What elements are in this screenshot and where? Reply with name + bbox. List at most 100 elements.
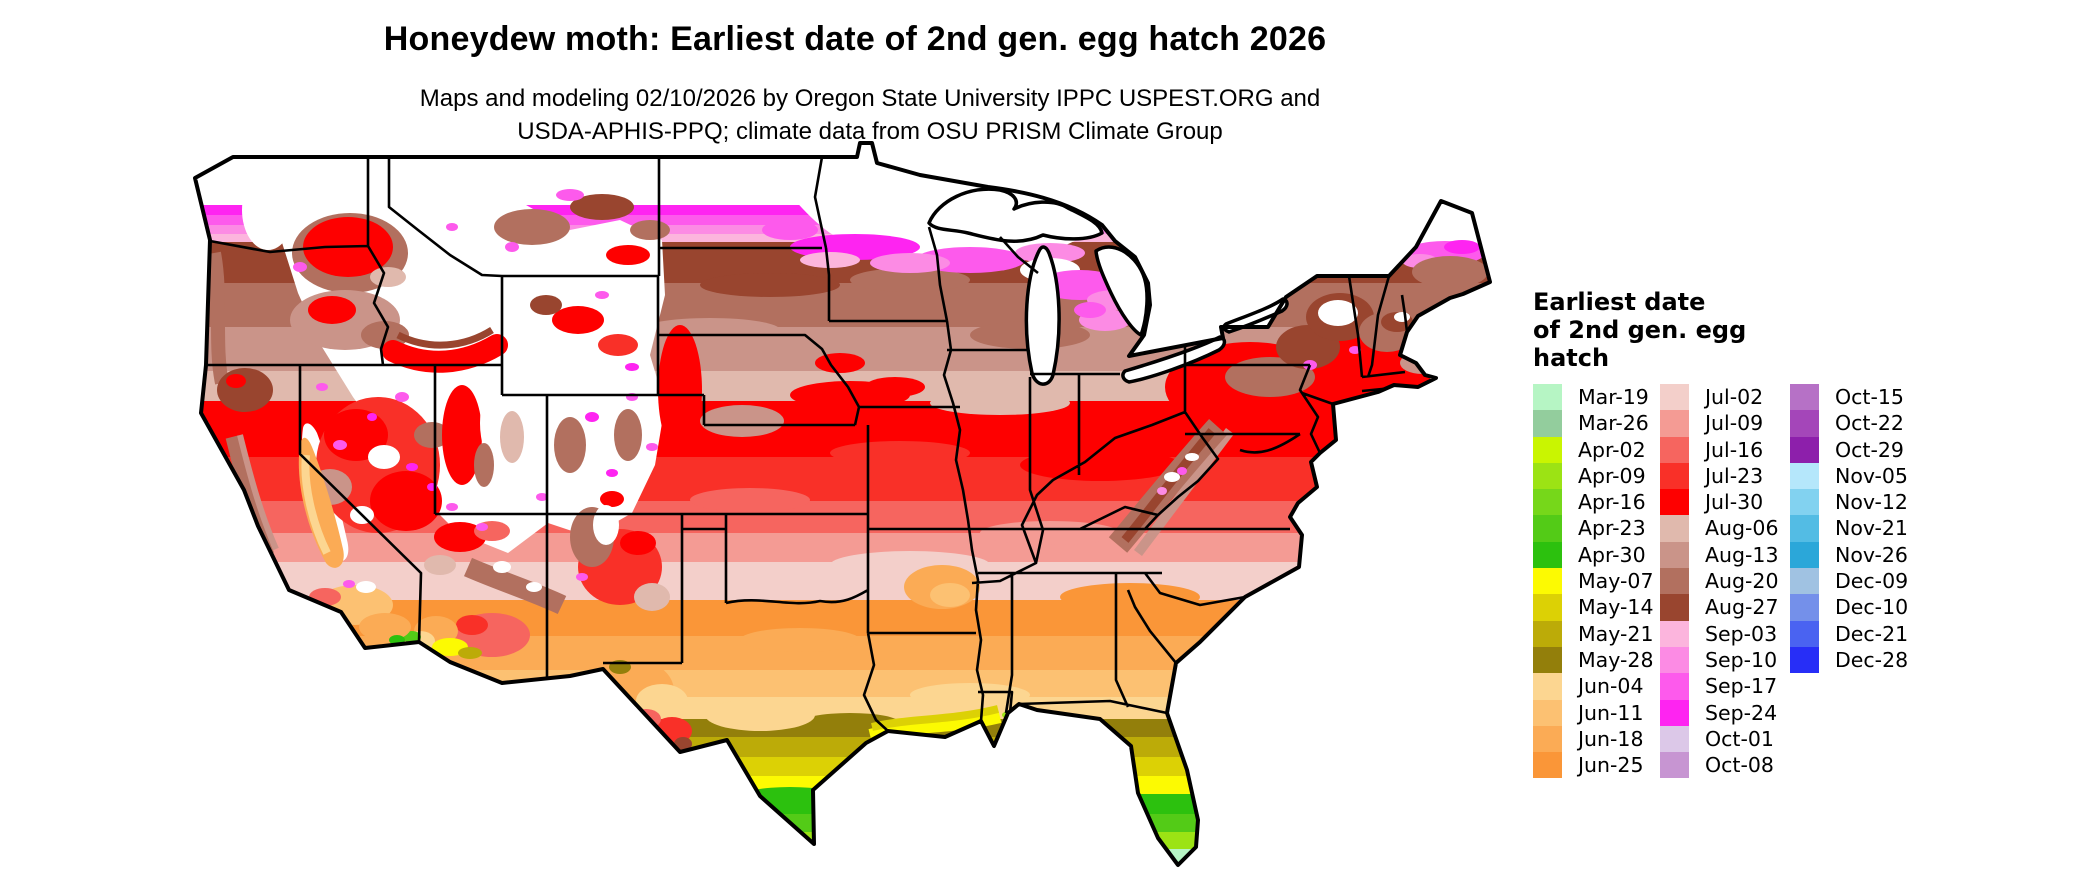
legend-item-sep-03: Sep-03 xyxy=(1660,620,1790,647)
us-phenology-map xyxy=(150,135,1520,892)
legend-date-label: Aug-27 xyxy=(1705,595,1779,620)
legend-color-swatch xyxy=(1533,699,1562,726)
legend-date-label: May-21 xyxy=(1578,621,1654,646)
legend-date-label: Dec-28 xyxy=(1835,647,1909,672)
legend-date-label: Jun-18 xyxy=(1578,726,1644,751)
legend-item-jul-23: Jul-23 xyxy=(1660,462,1790,490)
legend-color-swatch xyxy=(1790,462,1819,490)
legend-color-swatch xyxy=(1790,646,1819,674)
legend-color-swatch xyxy=(1533,725,1562,753)
lake-erie xyxy=(1121,335,1227,384)
legend-date-label: Jul-30 xyxy=(1705,490,1764,515)
legend-item-oct-15: Oct-15 xyxy=(1790,384,1917,411)
legend-color-swatch xyxy=(1660,436,1689,463)
legend-item-mar-26: Mar-26 xyxy=(1533,410,1660,437)
legend-item-may-21: May-21 xyxy=(1533,620,1660,647)
legend-date-label: Jun-11 xyxy=(1578,700,1644,725)
legend-color-swatch xyxy=(1790,541,1819,569)
legend-item-nov-12: Nov-12 xyxy=(1790,489,1917,516)
legend-date-label: Oct-15 xyxy=(1835,385,1904,409)
legend-color-swatch xyxy=(1533,594,1562,621)
legend-item-dec-10: Dec-10 xyxy=(1790,594,1917,621)
legend-color-swatch xyxy=(1660,410,1689,437)
legend-color-swatch xyxy=(1533,541,1562,569)
legend-date-label: Apr-23 xyxy=(1578,516,1646,541)
legend-date-label: Sep-17 xyxy=(1705,674,1778,699)
legend-item-mar-19: Mar-19 xyxy=(1533,384,1660,411)
legend-item-dec-28: Dec-28 xyxy=(1790,646,1917,674)
legend-date-label: Dec-21 xyxy=(1835,621,1909,646)
legend-date-label: Jun-04 xyxy=(1578,674,1644,699)
legend-item-jul-09: Jul-09 xyxy=(1660,410,1790,437)
legend-color-swatch xyxy=(1660,462,1689,490)
legend-date-label: Oct-08 xyxy=(1705,753,1774,778)
legend-color-swatch xyxy=(1660,568,1689,595)
legend-color-swatch xyxy=(1660,384,1689,411)
legend-color-swatch xyxy=(1533,462,1562,490)
legend-color-swatch xyxy=(1660,725,1689,753)
legend-color-swatch xyxy=(1533,436,1562,463)
legend-date-label: Dec-10 xyxy=(1835,595,1909,620)
legend-color-swatch xyxy=(1790,410,1819,437)
legend-color-swatch xyxy=(1660,699,1689,726)
legend-item-sep-17: Sep-17 xyxy=(1660,673,1790,700)
legend-date-label: Jul-09 xyxy=(1705,411,1764,436)
legend-date-label: Mar-26 xyxy=(1578,411,1649,436)
us-map-svg xyxy=(193,141,1492,867)
legend-date-label: Apr-02 xyxy=(1578,437,1646,462)
legend-title: Earliest date of 2nd gen. egg hatch xyxy=(1533,288,1793,372)
legend-color-swatch xyxy=(1790,620,1819,647)
legend-item-apr-16: Apr-16 xyxy=(1533,489,1660,516)
legend-columns: Mar-19 Mar-26 Apr-02 Apr-09 Apr-16 Apr-23 Apr-… xyxy=(1533,384,1917,779)
legend-item-nov-05: Nov-05 xyxy=(1790,462,1917,490)
page-title: Honeydew moth: Earliest date of 2nd gen.… xyxy=(383,20,1327,58)
legend-date-label: Aug-06 xyxy=(1705,516,1779,541)
legend-column-2: Jul-02 Jul-09 Jul-16 Jul-23 Jul-30 Aug-06 Aug-… xyxy=(1660,384,1790,779)
legend-title-line-2: of 2nd gen. egg xyxy=(1533,316,1747,344)
subtitle-line-1: Maps and modeling 02/10/2026 by Oregon S… xyxy=(419,85,1321,112)
legend-color-swatch xyxy=(1790,489,1819,516)
legend-color-swatch xyxy=(1660,541,1689,569)
legend-item-sep-10: Sep-10 xyxy=(1660,646,1790,674)
legend-date-label: May-28 xyxy=(1578,647,1654,672)
legend-date-label: Oct-29 xyxy=(1835,437,1904,462)
legend-item-jul-02: Jul-02 xyxy=(1660,384,1790,411)
legend-item-aug-27: Aug-27 xyxy=(1660,594,1790,621)
legend-date-label: Apr-16 xyxy=(1578,490,1646,515)
legend-column-1: Mar-19 Mar-26 Apr-02 Apr-09 Apr-16 Apr-23 Apr-… xyxy=(1533,384,1660,779)
legend-color-swatch xyxy=(1533,646,1562,674)
legend-color-swatch xyxy=(1790,568,1819,595)
legend-color-swatch xyxy=(1533,620,1562,647)
legend-date-label: Sep-10 xyxy=(1705,647,1778,672)
legend-date-label: Nov-21 xyxy=(1835,516,1908,541)
legend-item-jun-18: Jun-18 xyxy=(1533,725,1660,753)
legend-item-nov-21: Nov-21 xyxy=(1790,515,1917,542)
legend-date-label: May-07 xyxy=(1578,569,1654,594)
legend-item-dec-09: Dec-09 xyxy=(1790,568,1917,595)
legend-date-label: Sep-24 xyxy=(1705,700,1778,725)
legend-color-swatch xyxy=(1533,568,1562,595)
legend-color-swatch xyxy=(1790,384,1819,411)
legend-color-swatch xyxy=(1533,489,1562,516)
map-raster-layers xyxy=(195,153,1490,865)
legend-item-aug-13: Aug-13 xyxy=(1660,541,1790,569)
legend-color-swatch xyxy=(1660,646,1689,674)
legend-color-swatch xyxy=(1660,620,1689,647)
legend-item-may-14: May-14 xyxy=(1533,594,1660,621)
subtitle-line-2: USDA-APHIS-PPQ; climate data from OSU PR… xyxy=(517,118,1223,145)
legend-item-jun-04: Jun-04 xyxy=(1533,673,1660,700)
legend-item-apr-09: Apr-09 xyxy=(1533,462,1660,490)
page-subtitle: Maps and modeling 02/10/2026 by Oregon S… xyxy=(0,82,1740,148)
state-borders xyxy=(206,156,1409,732)
legend-color-swatch xyxy=(1660,515,1689,542)
legend-date-label: May-14 xyxy=(1578,595,1654,620)
legend-item-jun-11: Jun-11 xyxy=(1533,699,1660,726)
legend-date-label: Jul-23 xyxy=(1705,463,1764,488)
legend-color-swatch xyxy=(1660,594,1689,621)
legend-date-label: Apr-09 xyxy=(1578,463,1646,488)
legend-color-swatch xyxy=(1660,752,1689,779)
legend-color-swatch xyxy=(1790,594,1819,621)
legend-color-swatch xyxy=(1533,515,1562,542)
legend-title-line-3: hatch xyxy=(1533,344,1610,372)
